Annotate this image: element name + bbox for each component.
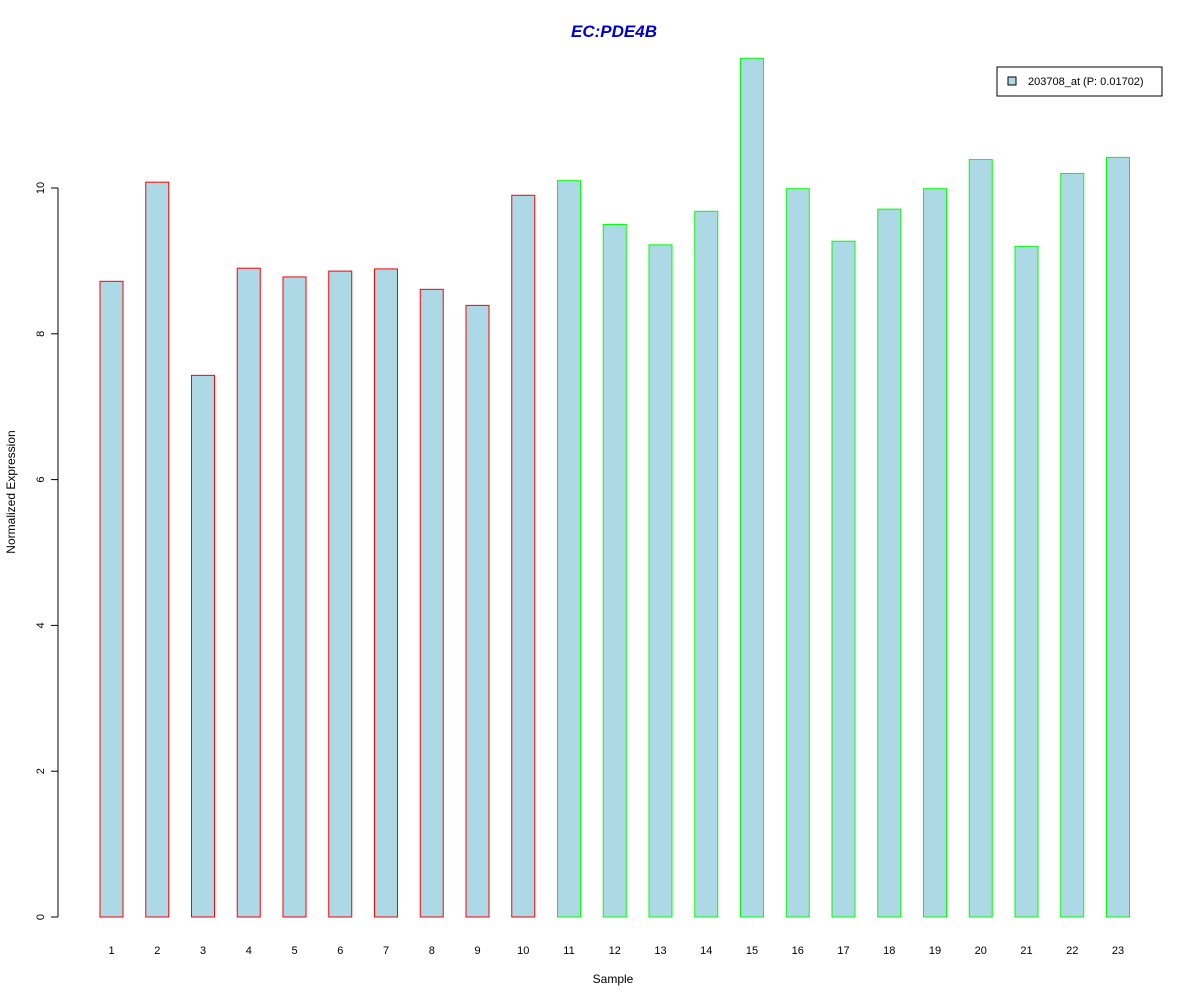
x-tick-label: 6	[337, 945, 343, 957]
bar-sample-5	[282, 276, 307, 918]
x-tick-label: 10	[517, 945, 529, 957]
bar-sample-3	[191, 374, 215, 918]
bar-sample-9	[465, 304, 490, 918]
x-tick-label: 23	[1112, 945, 1124, 957]
y-tick-label: 8	[35, 331, 47, 337]
bar-sample-22	[1060, 172, 1085, 918]
bar-sample-1	[99, 280, 124, 918]
x-tick-label: 15	[746, 945, 758, 957]
x-tick-label: 2	[154, 945, 160, 957]
chart-title: EC:PDE4B	[571, 22, 657, 41]
x-tick-label: 22	[1066, 945, 1078, 957]
bars-group	[99, 57, 1130, 918]
x-tick-label: 9	[474, 945, 480, 957]
bar-sample-15	[740, 57, 764, 918]
bar-sample-17	[831, 240, 856, 918]
bar-sample-8	[419, 288, 444, 918]
bar-sample-16	[785, 188, 810, 918]
legend: 203708_at (P: 0.01702)	[996, 66, 1163, 97]
bar-sample-19	[923, 188, 947, 918]
x-tick-label: 1	[108, 945, 114, 957]
x-axis-label: Sample	[593, 972, 634, 986]
x-tick-label: 7	[383, 945, 389, 957]
x-tick-label: 21	[1020, 945, 1032, 957]
x-tick-label: 11	[563, 945, 574, 957]
x-tick-label: 18	[883, 945, 895, 957]
y-tick-label: 10	[35, 182, 47, 194]
bar-sample-7	[374, 268, 398, 918]
x-tick-label: 5	[291, 945, 297, 957]
y-axis: 0 2 4 6 8 10	[35, 182, 59, 920]
x-tick-label: 3	[200, 945, 206, 957]
bar-sample-13	[648, 244, 673, 918]
x-tick-label: 8	[429, 945, 435, 957]
legend-box	[996, 66, 1163, 97]
x-tick-label: 13	[654, 945, 666, 957]
legend-label: 203708_at (P: 0.01702)	[1028, 76, 1144, 88]
x-tick-label: 16	[792, 945, 804, 957]
bar-sample-21	[1014, 245, 1039, 918]
bar-sample-11	[557, 180, 581, 918]
bar-sample-14	[694, 210, 719, 918]
bar-sample-18	[877, 208, 902, 918]
bar-sample-2	[145, 181, 170, 918]
y-tick-label: 4	[35, 622, 47, 628]
x-tick-label: 4	[246, 945, 252, 957]
bar-sample-6	[328, 270, 353, 918]
legend-swatch	[1007, 76, 1017, 86]
bar-sample-23	[1106, 156, 1130, 918]
bar-sample-20	[968, 159, 993, 918]
y-axis-label: Normalized Expression	[4, 430, 18, 553]
y-tick-label: 2	[35, 768, 47, 774]
bar-sample-12	[602, 223, 627, 918]
y-tick-label: 6	[35, 477, 47, 483]
x-axis: 1 2 3 4 5 6 7 8 9 10 11 12 13 14 15 16 17 18 19 20 21 22 23	[108, 945, 1124, 957]
x-tick-label: 12	[609, 945, 621, 957]
y-tick-label: 0	[35, 914, 47, 920]
bar-sample-10	[511, 194, 536, 918]
x-tick-label: 19	[929, 945, 941, 957]
x-tick-label: 14	[700, 945, 712, 957]
bar-sample-4	[236, 267, 261, 918]
x-tick-label: 17	[837, 945, 849, 957]
x-tick-label: 20	[975, 945, 987, 957]
